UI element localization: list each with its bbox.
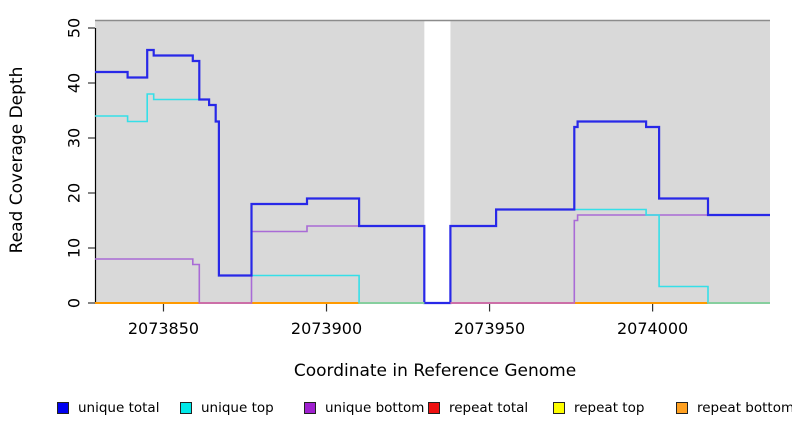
legend-swatch-unique-total: [57, 402, 69, 414]
x-tick-label: 2074000: [616, 319, 689, 338]
legend-label: repeat bottom: [697, 400, 792, 416]
x-tick-label: 2073950: [453, 319, 526, 338]
legend: unique total unique top unique bottom repea…: [0, 399, 792, 419]
legend-item-unique-bottom: unique bottom: [304, 399, 424, 417]
legend-swatch-unique-bottom: [304, 402, 316, 414]
legend-swatch-repeat-bottom: [676, 402, 688, 414]
y-tick-label: 40: [64, 72, 84, 94]
legend-swatch-repeat-top: [553, 402, 565, 414]
plot-area: [88, 19, 770, 312]
legend-item-unique-total: unique total: [57, 399, 159, 417]
masked-region: [424, 21, 451, 305]
y-tick-label: 0: [64, 297, 84, 309]
legend-label: unique bottom: [325, 400, 425, 416]
series-unique-total: [95, 48, 770, 305]
y-axis-title: Read Coverage Depth: [7, 66, 27, 254]
y-tick-label: 50: [64, 17, 84, 39]
legend-label: unique top: [201, 400, 274, 416]
x-axis-title: Coordinate in Reference Genome: [293, 361, 577, 381]
legend-item-repeat-top: repeat top: [553, 399, 644, 417]
legend-item-repeat-bottom: repeat bottom: [676, 399, 792, 417]
legend-item-repeat-total: repeat total: [428, 399, 528, 417]
y-tick-label: 10: [64, 237, 84, 259]
legend-label: repeat total: [449, 400, 529, 416]
legend-label: repeat top: [574, 400, 645, 416]
legend-swatch-repeat-total: [428, 402, 440, 414]
x-tick-label: 2073850: [127, 319, 200, 338]
y-tick-label: 30: [64, 127, 84, 149]
series-unique-bottom: [95, 214, 770, 304]
legend-item-unique-top: unique top: [180, 399, 274, 417]
legend-label: unique total: [78, 400, 160, 416]
x-tick-label: 2073900: [290, 319, 363, 338]
series-unique-top: [95, 93, 770, 304]
y-tick-label: 20: [64, 182, 84, 204]
legend-swatch-unique-top: [180, 402, 192, 414]
